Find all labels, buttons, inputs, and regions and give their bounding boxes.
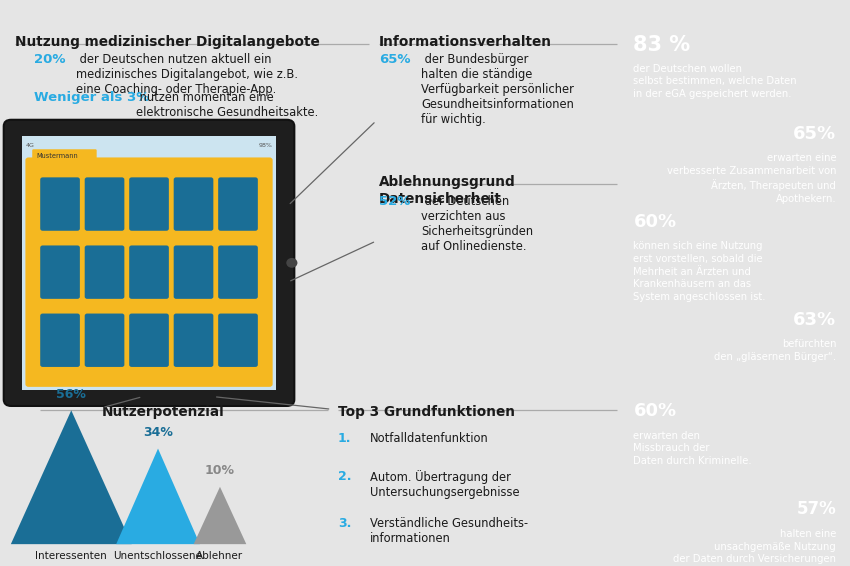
Text: 52%: 52%: [379, 195, 411, 208]
Text: befürchten
den „gläsernen Bürger“.: befürchten den „gläsernen Bürger“.: [714, 340, 836, 362]
FancyBboxPatch shape: [129, 246, 169, 299]
Text: Nutzung medizinischer Digitalangebote: Nutzung medizinischer Digitalangebote: [15, 35, 320, 49]
FancyBboxPatch shape: [173, 177, 213, 231]
Text: 56%: 56%: [56, 388, 86, 401]
Text: Weniger als 3%: Weniger als 3%: [34, 91, 150, 104]
FancyBboxPatch shape: [129, 314, 169, 367]
Text: Mustermann: Mustermann: [37, 153, 78, 159]
Text: Verständliche Gesundheits-
informationen: Verständliche Gesundheits- informationen: [370, 517, 528, 545]
FancyBboxPatch shape: [32, 149, 97, 162]
Text: erwarten eine
verbesserte Zusammenarbeit von
Ärzten, Therapeuten und
Apothekern.: erwarten eine verbesserte Zusammenarbeit…: [666, 153, 836, 204]
Text: 20%: 20%: [34, 53, 65, 66]
Text: Interessenten: Interessenten: [36, 551, 107, 561]
Polygon shape: [11, 410, 132, 544]
Text: können sich eine Nutzung
erst vorstellen, sobald die
Mehrheit an Ärzten und
Kran: können sich eine Nutzung erst vorstellen…: [633, 241, 766, 302]
Text: 1.: 1.: [337, 432, 351, 445]
Polygon shape: [194, 487, 246, 544]
Text: Notfalldatenfunktion: Notfalldatenfunktion: [370, 432, 489, 445]
Text: 10%: 10%: [205, 464, 235, 477]
Text: der Deutschen
verzichten aus
Sicherheitsgründen
auf Onlinedienste.: der Deutschen verzichten aus Sicherheits…: [422, 195, 534, 252]
FancyBboxPatch shape: [40, 246, 80, 299]
Text: Nutzerpotenzial: Nutzerpotenzial: [102, 405, 225, 419]
FancyBboxPatch shape: [129, 177, 169, 231]
Text: der Deutschen nutzen aktuell ein
medizinisches Digitalangebot, wie z.B.
eine Coa: der Deutschen nutzen aktuell ein medizin…: [76, 53, 298, 96]
Text: Informationsverhalten: Informationsverhalten: [379, 35, 552, 49]
FancyBboxPatch shape: [218, 246, 258, 299]
Text: 4G: 4G: [26, 143, 34, 148]
Text: 63%: 63%: [793, 311, 836, 329]
Text: 2.: 2.: [337, 470, 351, 483]
FancyBboxPatch shape: [85, 177, 124, 231]
FancyBboxPatch shape: [3, 120, 294, 406]
Text: Unentschlossene: Unentschlossene: [114, 551, 202, 561]
FancyBboxPatch shape: [22, 136, 275, 389]
FancyBboxPatch shape: [85, 314, 124, 367]
Text: 60%: 60%: [633, 213, 677, 230]
Text: erwarten den
Missbrauch der
Daten durch Kriminelle.: erwarten den Missbrauch der Daten durch …: [633, 431, 752, 466]
Text: 83 %: 83 %: [633, 35, 690, 55]
Text: 98%: 98%: [258, 143, 273, 148]
FancyBboxPatch shape: [26, 157, 273, 387]
FancyBboxPatch shape: [22, 136, 275, 155]
Polygon shape: [116, 449, 200, 544]
FancyBboxPatch shape: [40, 177, 80, 231]
Text: 65%: 65%: [793, 125, 836, 143]
Text: der Deutschen wollen
selbst bestimmen, welche Daten
in der eGA gespeichert werde: der Deutschen wollen selbst bestimmen, w…: [633, 63, 797, 99]
FancyBboxPatch shape: [173, 246, 213, 299]
Text: Ablehnungsgrund
Datensicherheit: Ablehnungsgrund Datensicherheit: [379, 175, 516, 205]
Text: 3.: 3.: [337, 517, 351, 530]
Text: 60%: 60%: [633, 402, 677, 420]
Text: Ablehner: Ablehner: [196, 551, 244, 561]
Text: halten eine
unsachgemäße Nutzung
der Daten durch Versicherungen
und Krankenkasse: halten eine unsachgemäße Nutzung der Dat…: [673, 529, 836, 566]
FancyBboxPatch shape: [218, 314, 258, 367]
Polygon shape: [677, 20, 792, 55]
Text: der Bundesbürger
halten die ständige
Verfügbarkeit persönlicher
Gesundheitsinfor: der Bundesbürger halten die ständige Ver…: [422, 53, 575, 126]
FancyBboxPatch shape: [40, 314, 80, 367]
Text: Autom. Übertragung der
Untersuchungsergebnisse: Autom. Übertragung der Untersuchungserge…: [370, 470, 519, 499]
Text: 57%: 57%: [796, 500, 836, 518]
FancyBboxPatch shape: [173, 314, 213, 367]
FancyBboxPatch shape: [85, 246, 124, 299]
Circle shape: [286, 258, 298, 268]
Text: nutzen momentan eine
elektronische Gesundheitsakte.: nutzen momentan eine elektronische Gesun…: [136, 91, 319, 119]
Text: 34%: 34%: [143, 426, 173, 439]
Text: 65%: 65%: [379, 53, 411, 66]
FancyBboxPatch shape: [218, 177, 258, 231]
Text: Top 3 Grundfunktionen: Top 3 Grundfunktionen: [337, 405, 515, 419]
